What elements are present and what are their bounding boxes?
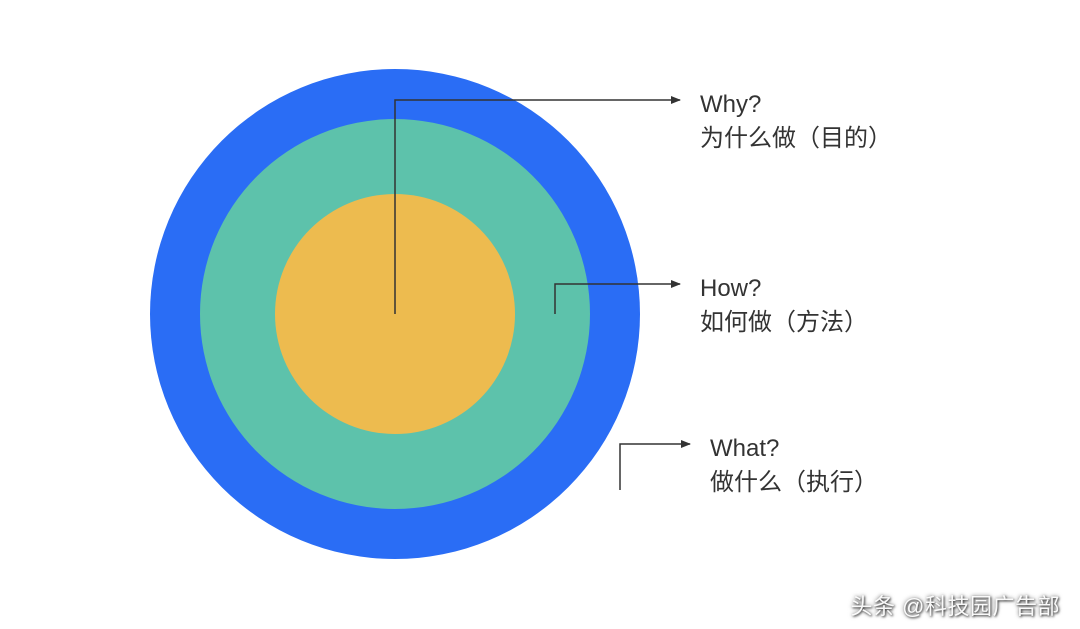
label-how-desc: 如何做（方法） (700, 306, 868, 340)
label-what-title: What? (710, 432, 878, 466)
label-why-desc: 为什么做（目的） (700, 122, 892, 156)
label-what-desc: 做什么（执行） (710, 466, 878, 500)
label-why-title: Why? (700, 88, 892, 122)
label-how-title: How? (700, 272, 868, 306)
label-what: What? 做什么（执行） (710, 432, 878, 499)
inner-circle-why (275, 194, 515, 434)
watermark-text: 头条 @科技园广告部 (851, 589, 1060, 621)
label-how: How? 如何做（方法） (700, 272, 868, 339)
golden-circle-diagram: Why? 为什么做（目的） How? 如何做（方法） What? 做什么（执行）… (0, 0, 1080, 629)
label-why: Why? 为什么做（目的） (700, 88, 892, 155)
